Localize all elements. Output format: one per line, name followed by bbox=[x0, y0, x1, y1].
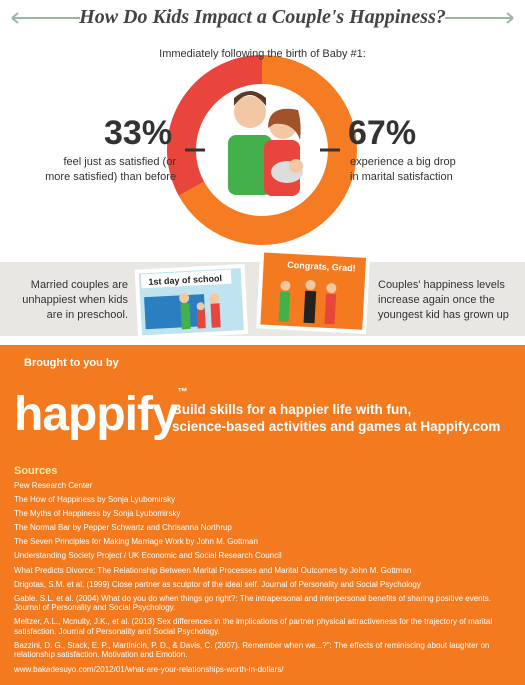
caption-line: more satisfied) than before bbox=[45, 171, 176, 183]
donut bbox=[166, 54, 357, 245]
sources: Sources Pew Research Center The How of Hap… bbox=[14, 465, 509, 679]
source-item: The Seven Principles for Making Marriage… bbox=[14, 537, 258, 547]
sources-heading: Sources bbox=[14, 465, 58, 477]
source-item: What Predicts Divorce: The Relationship … bbox=[14, 565, 412, 575]
source-item: Pew Research Center bbox=[14, 481, 93, 490]
donut-segment bbox=[178, 54, 357, 245]
title: How Do Kids Impact a Couple's Happiness? bbox=[79, 6, 446, 28]
school-card: 1st day of school bbox=[134, 263, 249, 340]
tagline: Build skills for a happier life with fun… bbox=[172, 401, 500, 435]
caption-line: experience a big drop bbox=[350, 156, 456, 168]
caption-right: experience a big drop in marital satisfa… bbox=[350, 155, 510, 185]
caption-left: feel just as satisfied (or more satisfie… bbox=[40, 155, 176, 185]
brand: happify™ bbox=[14, 387, 188, 442]
band-right: Couples' happiness levels increase again… bbox=[378, 278, 518, 323]
brand-name: happify bbox=[14, 388, 179, 441]
stat-left: 33% bbox=[104, 114, 173, 152]
band-line: increase again once the bbox=[378, 294, 495, 306]
subtitle: Immediately following the birth of Baby … bbox=[159, 48, 366, 60]
band-line: Couples' happiness levels bbox=[378, 279, 505, 291]
caption-line: feel just as satisfied (or bbox=[63, 156, 177, 168]
source-item: Bazzini, D. G., Stack, E. P., Martinicin… bbox=[14, 640, 490, 660]
brought-by: Brought to you by bbox=[24, 357, 119, 369]
deco-arrow bbox=[445, 12, 514, 24]
grad-card: Congrats, Grad! bbox=[256, 248, 371, 334]
sign-right: Congrats, Grad! bbox=[287, 260, 356, 274]
sign-left: 1st day of school bbox=[148, 273, 222, 287]
stat-right: 67% bbox=[348, 114, 417, 152]
band-line: Married couples are bbox=[30, 279, 128, 291]
source-item: Understanding Society Project / UK Econo… bbox=[14, 551, 282, 561]
source-item: Meltzer, A.L., Mcnulty, J.K., et al. (20… bbox=[14, 617, 493, 636]
source-item: Gable. S.L. et al. (2004) What do you do… bbox=[14, 593, 492, 613]
source-item: The Myths of Happiness by Sonja Lyubomir… bbox=[14, 509, 181, 519]
caption-line: in marital satisfaction bbox=[350, 171, 453, 183]
illustrations: 1st day of school Congrats, Grad! bbox=[134, 248, 371, 340]
header-graphics bbox=[11, 12, 514, 245]
deco-arrow bbox=[11, 12, 80, 24]
tagline-line: science-based activities and games at Ha… bbox=[172, 419, 501, 434]
tagline-line: Build skills for a happier life with fun… bbox=[172, 402, 412, 417]
donut-segment bbox=[166, 55, 262, 196]
band-line: youngest kid has grown up bbox=[378, 309, 509, 321]
footer: Brought to you by happify™ Build skills … bbox=[0, 345, 525, 685]
trademark: ™ bbox=[177, 387, 188, 398]
source-item: The How of Happiness by Sonja Lyubomirsk… bbox=[14, 495, 176, 505]
band-line: unhappiest when kids bbox=[22, 294, 128, 306]
family-icon bbox=[228, 91, 303, 196]
band-left: Married couples are unhappiest when kids… bbox=[10, 278, 128, 323]
source-item: The Normal Bar by Pepper Schwartz and Ch… bbox=[14, 523, 232, 533]
source-item: www.bakadesuyo.com/2012/01/what-are-your… bbox=[14, 664, 284, 674]
source-item: Drigotas, S.M. et al. (1999) Close partn… bbox=[14, 579, 421, 589]
band-line: are in preschool. bbox=[46, 309, 128, 321]
